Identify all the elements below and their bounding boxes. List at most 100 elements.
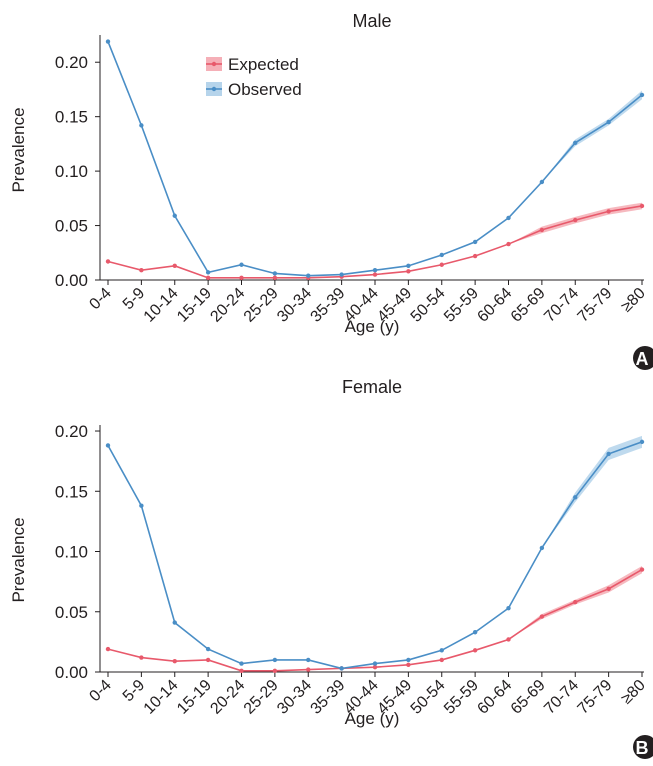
data-point-expected [506,241,511,247]
data-point-expected [306,667,311,672]
x-tick-label: 5-9 [120,677,148,705]
data-point-expected [506,637,511,642]
data-point-observed [239,262,244,267]
data-point-observed [606,451,611,457]
data-point-observed [205,270,211,275]
panel-badge [633,346,653,370]
x-tick-label: 30-34 [274,677,315,718]
x-tick-label: 20-24 [207,677,248,718]
series-line-expected [107,568,643,672]
data-point-observed [639,92,645,98]
data-point-expected [172,658,177,664]
data-point-observed [372,661,378,666]
x-tick-label: 60-64 [474,677,515,718]
data-point-observed [172,620,177,625]
data-point-observed [573,495,578,500]
data-point-expected [539,614,545,619]
legend-label-observed: Observed [228,80,302,99]
data-point-observed [506,215,511,221]
data-point-expected [439,262,444,267]
y-axis-label: Prevalence [9,107,28,192]
series-line-expected [107,205,643,279]
data-point-expected [105,259,111,264]
data-point-expected [439,657,444,663]
data-point-observed [539,179,545,185]
data-point-observed [539,545,545,551]
data-point-expected [205,275,211,281]
y-tick-label: 0.10 [55,543,88,562]
x-tick-label: 0-4 [86,677,114,705]
data-point-observed [606,119,611,125]
data-point-expected [272,668,278,673]
data-point-expected [239,668,244,673]
x-tick-label: ≥80 [618,677,649,708]
y-tick-label: 0.00 [55,663,88,682]
x-tick-label: 60-64 [474,285,515,326]
data-point-expected [205,657,211,663]
data-point-observed [105,443,111,448]
data-point-expected [172,263,177,269]
data-point-expected [406,662,411,667]
panel-badge [633,735,653,759]
y-tick-label: 0.05 [55,603,88,622]
data-point-expected [239,275,244,281]
y-tick-label: 0.10 [55,162,88,181]
band-expected [108,202,642,278]
data-point-expected [139,655,144,660]
data-point-expected [406,269,411,274]
data-point-expected [539,227,545,233]
x-tick-label: 65-69 [508,285,549,326]
data-point-observed [139,123,144,128]
data-point-observed [172,213,177,218]
data-point-expected [105,646,111,652]
y-tick-label: 0.20 [55,422,88,441]
data-point-observed [439,252,444,258]
y-tick-label: 0.15 [55,108,88,127]
legend-marker-observed [211,86,217,92]
data-point-observed [139,503,144,508]
x-tick-label: 50-54 [408,285,449,326]
data-point-observed [339,272,344,277]
data-point-expected [573,217,578,223]
data-point-observed [372,268,378,273]
data-point-expected [606,586,611,592]
data-point-observed [272,271,278,276]
x-tick-label: 75-79 [574,677,615,718]
x-tick-label: 20-24 [207,285,248,326]
data-point-observed [306,273,311,278]
y-tick-label: 0.05 [55,217,88,236]
x-tick-label: 75-79 [574,285,615,326]
chart-panel-b: 0.00 0.05 0.10 0.15 0.20 0-4 5-910-1415-1920-2… [9,377,653,759]
x-axis-label: Age (y) [345,317,400,336]
x-tick-label: 55-59 [441,285,482,326]
x-tick-label: 15-19 [174,677,215,718]
data-point-observed [105,39,111,44]
x-tick-label: 35-39 [307,677,348,718]
x-tick-label: 10-14 [141,285,182,326]
data-point-expected [472,648,478,653]
series-line-observed [107,441,643,670]
x-tick-label: 55-59 [441,677,482,718]
data-point-expected [139,268,144,273]
y-axis-label: Prevalence [9,517,28,602]
x-axis-label: Age (y) [345,709,400,728]
data-point-observed [339,666,344,671]
data-point-observed [306,657,311,663]
data-point-observed [406,263,411,269]
legend-label-expected: Expected [228,55,299,74]
x-tick-label: ≥80 [618,285,649,316]
x-tick-label: 15-19 [174,285,215,326]
series-line-observed [107,41,643,277]
x-tick-label: 50-54 [408,677,449,718]
x-tick-label: 35-39 [307,285,348,326]
data-point-observed [239,661,244,666]
data-point-expected [472,253,478,259]
y-tick-label: 0.15 [55,482,88,501]
data-point-expected [639,567,645,572]
data-point-expected [573,599,578,605]
data-point-observed [506,605,511,611]
data-point-expected [272,275,278,281]
data-point-observed [472,239,478,245]
x-tick-label: 10-14 [141,677,182,718]
